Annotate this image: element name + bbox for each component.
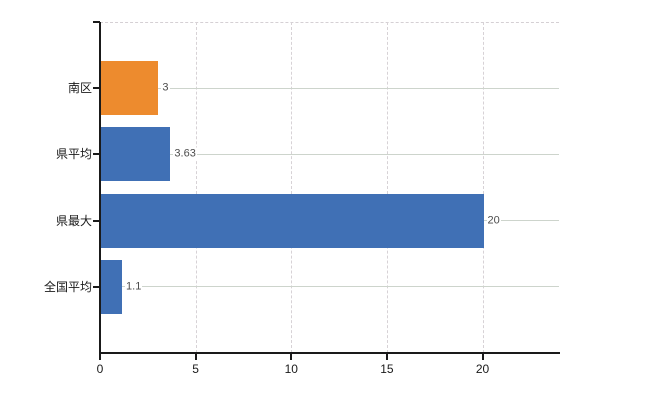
horizontal-gridline [100, 153, 559, 155]
x-axis-tick [194, 354, 197, 360]
vertical-gridline [386, 22, 388, 353]
y-axis-tick [93, 153, 100, 156]
category-label: 県最大 [55, 213, 92, 228]
horizontal-gridline [100, 286, 559, 288]
x-tick-label: 15 [380, 362, 394, 376]
y-axis-tick [93, 87, 100, 90]
bar-value-label: 20 [486, 214, 501, 228]
x-tick-label: 0 [96, 362, 104, 376]
bar [101, 259, 123, 314]
y-axis-tick [93, 219, 100, 222]
bar-value-label: 1.1 [125, 280, 143, 294]
bar-value-label: 3 [161, 81, 170, 95]
y-axis-top-tick [93, 21, 100, 23]
vertical-gridline [291, 22, 293, 353]
y-axis [99, 22, 101, 353]
x-axis-tick [385, 354, 388, 360]
x-axis [99, 352, 560, 354]
bar-value-label: 3.63 [173, 147, 197, 161]
horizontal-gridline [100, 87, 559, 89]
category-label: 南区 [67, 81, 92, 96]
x-axis-tick [481, 354, 484, 360]
bar [101, 193, 484, 248]
x-axis-tick [290, 354, 293, 360]
vertical-gridline [195, 22, 197, 353]
y-axis-tick [93, 285, 100, 288]
plot-area [100, 22, 559, 353]
plot-top-border [100, 22, 559, 23]
category-label: 県平均 [55, 147, 92, 162]
x-tick-label: 20 [475, 362, 490, 376]
category-label: 全国平均 [43, 279, 92, 294]
x-tick-label: 5 [192, 362, 199, 376]
bar [101, 61, 159, 116]
x-tick-label: 10 [284, 362, 298, 376]
x-axis-tick [99, 354, 101, 360]
bar [101, 127, 171, 182]
vertical-gridline [482, 22, 484, 353]
